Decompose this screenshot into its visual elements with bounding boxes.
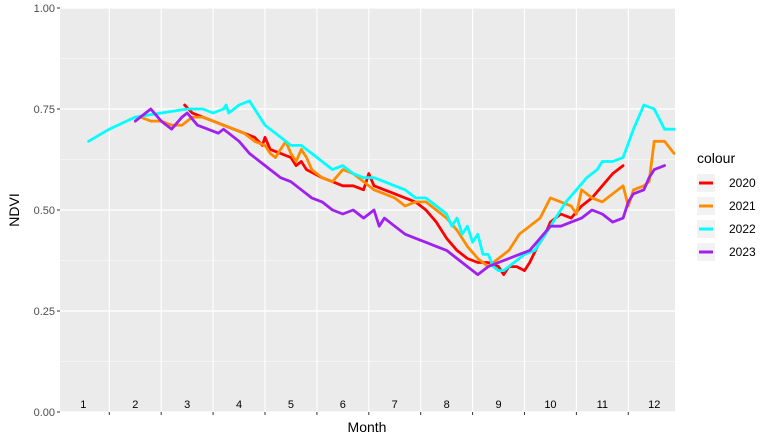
month-label: 8 <box>444 399 450 411</box>
series-line-2021 <box>138 115 676 269</box>
series-lines <box>87 99 676 277</box>
month-label: 12 <box>648 399 660 411</box>
legend-title: colour <box>697 150 735 166</box>
legend-label-2022: 2022 <box>729 222 756 236</box>
legend: colour 2020 2021 2022 2023 <box>697 150 756 261</box>
month-label: 7 <box>392 399 398 411</box>
legend-items: 2020 2021 2022 2023 <box>697 174 756 261</box>
x-axis-title: Month <box>348 419 387 435</box>
month-label: 2 <box>132 399 138 411</box>
legend-label-2023: 2023 <box>729 245 756 259</box>
month-label: 4 <box>236 399 242 411</box>
month-label: 1 <box>80 399 86 411</box>
month-label: 9 <box>495 399 501 411</box>
y-tick-label: 0.75 <box>34 104 55 116</box>
y-axis-title: NDVI <box>6 193 22 226</box>
y-axis: 0.00 0.25 0.50 0.75 1.00 <box>34 3 60 419</box>
series-line-2022 <box>87 99 676 273</box>
major-gridlines <box>60 7 675 413</box>
month-label: 10 <box>544 399 556 411</box>
legend-label-2021: 2021 <box>729 199 756 213</box>
y-tick-label: 1.00 <box>34 3 55 15</box>
y-tick-label: 0.50 <box>34 205 55 217</box>
month-labels: 1 2 3 4 5 6 7 8 9 10 11 12 <box>80 399 660 411</box>
legend-label-2020: 2020 <box>729 176 756 190</box>
month-label: 5 <box>288 399 294 411</box>
minor-gridlines <box>60 58 675 362</box>
x-axis <box>108 412 629 415</box>
y-tick-label: 0.00 <box>34 407 55 419</box>
month-label: 11 <box>597 399 608 411</box>
series-line-2023 <box>133 107 666 277</box>
month-label: 6 <box>340 399 346 411</box>
y-tick-label: 0.25 <box>34 306 55 318</box>
month-label: 3 <box>184 399 190 411</box>
